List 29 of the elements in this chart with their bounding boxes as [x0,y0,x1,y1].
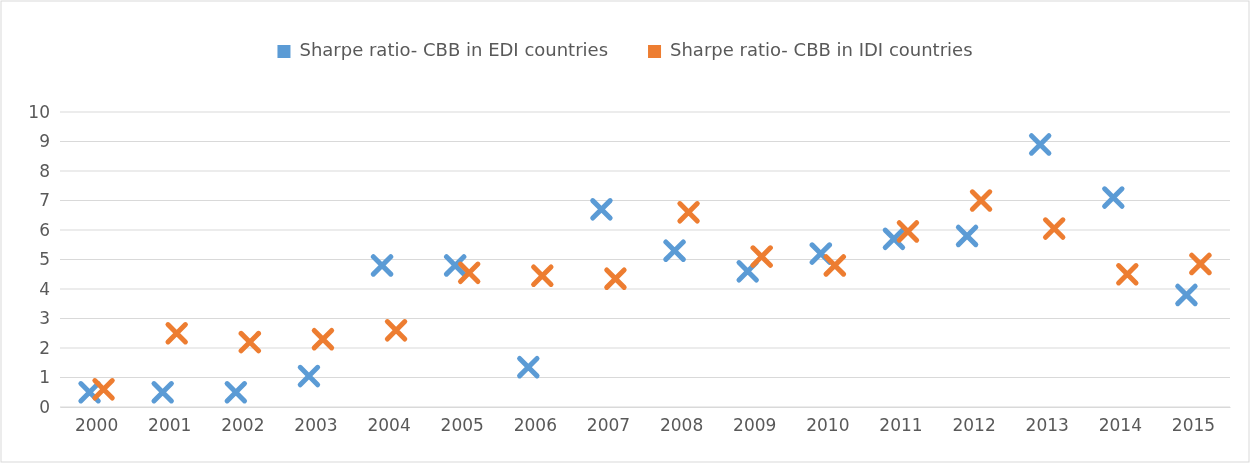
x-tick-label: 2005 [440,415,484,436]
x-tick-label: 2014 [1098,415,1142,436]
y-tick-label: 10 [28,101,50,122]
x-tick-label: 2012 [952,415,996,436]
legend-label: Sharpe ratio- CBB in EDI countries [299,39,609,60]
y-tick-label: 3 [39,308,50,329]
x-tick-label: 2004 [367,415,411,436]
x-tick-label: 2015 [1171,415,1216,436]
x-tick-label: 2003 [294,415,338,436]
legend-label: Sharpe ratio- CBB in IDI countries [670,39,973,60]
y-tick-label: 2 [39,337,50,358]
x-tick-label: 2006 [513,415,557,436]
y-tick-label: 5 [39,249,50,270]
x-tick-label: 2007 [586,415,631,436]
y-tick-label: 7 [39,190,50,211]
y-tick-label: 9 [39,131,50,152]
y-tick-label: 6 [39,219,50,240]
x-tick-label: 2011 [879,415,923,436]
x-tick-label: 2009 [733,415,777,436]
x-tick-label: 2002 [221,415,265,436]
y-tick-label: 0 [39,396,50,417]
x-tick-label: 2008 [659,415,704,436]
y-tick-label: 8 [39,160,50,181]
x-tick-label: 2001 [148,415,192,436]
x-tick-label: 2013 [1025,415,1069,436]
x-tick-label: 2000 [74,415,119,436]
y-tick-label: 4 [39,278,50,299]
y-tick-label: 1 [39,367,50,388]
x-tick-label: 2010 [806,415,850,436]
